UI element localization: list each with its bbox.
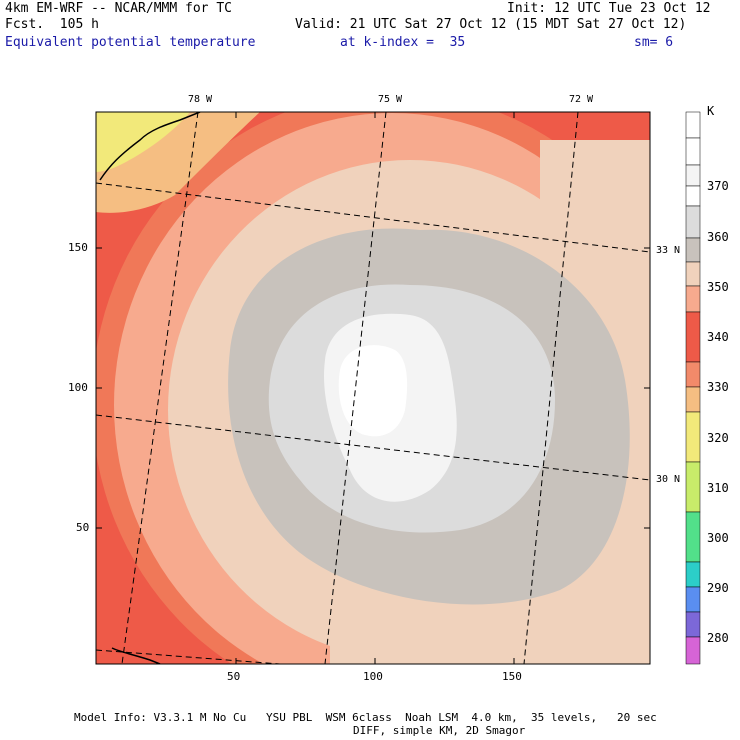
colorbar-label: 280 — [707, 631, 729, 645]
model-info-cont: DIFF, simple KM, 2D Smagor — [353, 724, 526, 737]
smoothing-info: sm= 6 — [634, 35, 674, 50]
colorbar-label: 370 — [707, 179, 729, 193]
colorbar-swatch — [685, 461, 701, 513]
x-tick-label: 100 — [363, 670, 383, 683]
colorbar-swatch — [685, 164, 701, 187]
init-time: Init: 12 UTC Tue 23 Oct 12 — [507, 1, 711, 16]
colorbar-swatch — [685, 185, 701, 207]
lon-label: 78 W — [188, 94, 213, 105]
x-tick-label: 50 — [227, 670, 241, 683]
colorbar-label: 310 — [707, 481, 729, 495]
colorbar-label: 300 — [707, 531, 729, 545]
colorbar-swatch — [685, 111, 701, 139]
lon-label: 75 W — [378, 94, 403, 105]
lon-label: 72 W — [569, 94, 594, 105]
colorbar-label: 330 — [707, 380, 729, 394]
field-name: Equivalent potential temperature — [5, 35, 256, 50]
theta-e-field — [96, 112, 650, 664]
colorbar — [685, 111, 701, 665]
lat-label: 33 N — [656, 245, 681, 256]
colorbar-swatch — [685, 361, 701, 388]
colorbar-unit: K — [707, 104, 715, 118]
valid-time: Valid: 21 UTC Sat 27 Oct 12 (15 MDT Sat … — [295, 17, 687, 32]
colorbar-label: 290 — [707, 581, 729, 595]
colorbar-swatch — [685, 285, 701, 313]
colorbar-swatch — [685, 511, 701, 563]
lat-label: 30 N — [656, 474, 681, 485]
colorbar-swatch — [685, 611, 701, 638]
colorbar-swatch — [685, 205, 701, 239]
y-tick-label: 50 — [76, 521, 90, 534]
y-tick-label: 100 — [68, 381, 88, 394]
level-info: at k-index = 35 — [340, 35, 466, 50]
colorbar-swatch — [685, 586, 701, 613]
model-title: 4km EM-WRF -- NCAR/MMM for TC — [5, 1, 232, 16]
x-ticks — [235, 112, 515, 664]
x-tick-label: 150 — [502, 670, 522, 683]
colorbar-swatch — [685, 636, 701, 665]
model-info: Model Info: V3.3.1 M No Cu YSU PBL WSM 6… — [74, 711, 657, 724]
colorbar-swatch — [685, 561, 701, 588]
y-tick-label: 150 — [68, 241, 88, 254]
colorbar-swatch — [685, 386, 701, 413]
y-ticks — [96, 247, 650, 529]
forecast-hour: Fcst. 105 h — [5, 17, 99, 32]
colorbar-label: 340 — [707, 330, 729, 344]
colorbar-swatch — [685, 237, 701, 263]
colorbar-swatch — [685, 261, 701, 287]
graticule — [96, 112, 650, 664]
colorbar-swatch — [685, 137, 701, 166]
colorbar-swatch — [685, 411, 701, 463]
colorbar-label: 360 — [707, 230, 729, 244]
colorbar-label: 320 — [707, 431, 729, 445]
colorbar-swatch — [685, 311, 701, 363]
colorbar-label: 350 — [707, 280, 729, 294]
